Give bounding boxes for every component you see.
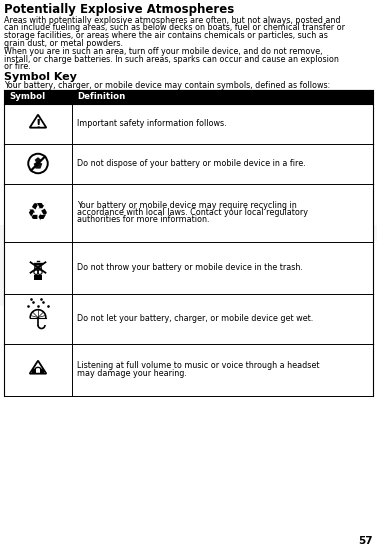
Bar <box>4 242 373 294</box>
Text: Listening at full volume to music or voice through a headset: Listening at full volume to music or voi… <box>77 361 319 370</box>
Text: may damage your hearing.: may damage your hearing. <box>77 369 187 378</box>
Text: storage facilities, or areas where the air contains chemicals or particles, such: storage facilities, or areas where the a… <box>4 31 328 40</box>
Bar <box>4 89 373 104</box>
Text: Do not dispose of your battery or mobile device in a fire.: Do not dispose of your battery or mobile… <box>77 159 306 168</box>
Bar <box>4 294 373 343</box>
Text: DRAFT: DRAFT <box>0 222 377 330</box>
Text: Do not throw your battery or mobile device in the trash.: Do not throw your battery or mobile devi… <box>77 263 303 272</box>
Text: Symbol: Symbol <box>9 92 45 101</box>
Bar <box>4 104 373 144</box>
Text: accordance with local laws. Contact your local regulatory: accordance with local laws. Contact your… <box>77 208 308 217</box>
Text: !: ! <box>35 118 41 130</box>
Text: Do not let your battery, charger, or mobile device get wet.: Do not let your battery, charger, or mob… <box>77 314 313 323</box>
Polygon shape <box>35 158 41 168</box>
Text: grain dust, or metal powders.: grain dust, or metal powders. <box>4 39 123 47</box>
Bar <box>4 183 373 242</box>
Text: Potentially Explosive Atmospheres: Potentially Explosive Atmospheres <box>4 3 234 16</box>
Bar <box>34 275 42 280</box>
Text: When you are in such an area, turn off your mobile device, and do not remove,: When you are in such an area, turn off y… <box>4 47 322 56</box>
Text: authorities for more information.: authorities for more information. <box>77 215 210 225</box>
Text: or fire.: or fire. <box>4 62 31 71</box>
Bar <box>4 343 373 395</box>
Bar <box>32 369 35 374</box>
Text: install, or charge batteries. In such areas, sparks can occur and cause an explo: install, or charge batteries. In such ar… <box>4 55 339 63</box>
Text: Areas with potentially explosive atmospheres are often, but not always, posted a: Areas with potentially explosive atmosph… <box>4 16 340 25</box>
Bar <box>40 369 44 374</box>
Text: Your battery, charger, or mobile device may contain symbols, defined as follows:: Your battery, charger, or mobile device … <box>4 82 330 91</box>
Bar <box>4 144 373 183</box>
Text: ♻: ♻ <box>27 200 49 225</box>
Text: 57: 57 <box>359 536 373 546</box>
Text: Symbol Key: Symbol Key <box>4 72 77 82</box>
Text: Your battery or mobile device may require recycling in: Your battery or mobile device may requir… <box>77 200 297 210</box>
Text: Definition: Definition <box>77 92 125 101</box>
Text: Important safety information follows.: Important safety information follows. <box>77 119 227 128</box>
Text: can include fueling areas, such as below decks on boats, fuel or chemical transf: can include fueling areas, such as below… <box>4 24 345 33</box>
